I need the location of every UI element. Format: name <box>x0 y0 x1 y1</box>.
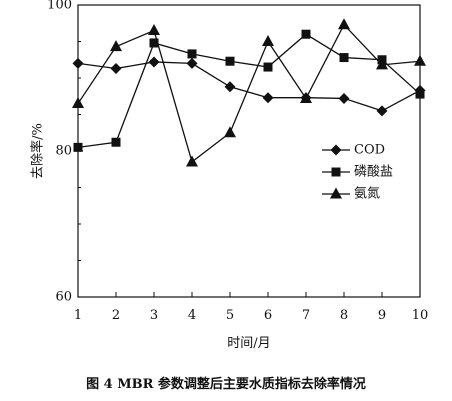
legend-label-cod: COD <box>354 143 385 158</box>
data-point-ammonia <box>186 155 198 167</box>
series-line-phosphate <box>77 33 421 148</box>
data-point-ammonia <box>224 126 236 138</box>
y-axis-title: 去除率/% <box>30 123 46 179</box>
data-point-ammonia <box>376 58 388 70</box>
data-point-cod <box>148 56 160 68</box>
x-tick-label: 8 <box>340 308 348 323</box>
figure-caption: 图 4 MBR 参数调整后主要水质指标去除率情况 <box>86 376 366 392</box>
x-tick-label: 5 <box>226 308 234 323</box>
data-point-phosphate <box>415 89 425 99</box>
data-point-ammonia <box>110 40 122 52</box>
legend-marker-phosphate <box>331 167 341 177</box>
x-tick-label: 9 <box>378 308 386 323</box>
data-point-cod <box>110 63 122 75</box>
legend-label-ammonia: 氨氮 <box>354 187 380 202</box>
x-tick-label: 1 <box>74 308 82 323</box>
series-markers <box>72 18 426 167</box>
data-point-ammonia <box>414 54 426 66</box>
legend-marker-ammonia <box>330 187 342 199</box>
x-tick-label: 4 <box>188 308 196 323</box>
series-line-ammonia <box>77 23 421 164</box>
data-point-cod <box>376 105 388 117</box>
data-point-phosphate <box>149 38 159 48</box>
data-point-phosphate <box>225 56 235 66</box>
data-point-ammonia <box>300 91 312 103</box>
data-point-ammonia <box>72 97 84 109</box>
data-point-cod <box>262 92 274 104</box>
y-tick-label: 100 <box>47 0 72 13</box>
data-point-cod <box>186 57 198 69</box>
data-point-ammonia <box>262 35 274 46</box>
y-tick-label: 80 <box>55 144 72 159</box>
tick-group: 1 2 3 4 5 6 7 8 9 10 60 80 100 <box>47 0 428 323</box>
x-tick-label: 2 <box>112 308 120 323</box>
x-axis-title: 时间/月 <box>227 336 270 351</box>
data-point-phosphate <box>301 29 311 39</box>
x-tick-label: 6 <box>264 308 272 323</box>
data-point-phosphate <box>263 62 273 72</box>
data-point-ammonia <box>148 24 160 36</box>
series-lines <box>77 23 421 164</box>
data-point-cod <box>72 57 84 69</box>
data-point-phosphate <box>111 137 121 147</box>
legend-label-phosphate: 磷酸盐 <box>354 165 393 180</box>
data-point-cod <box>338 92 350 104</box>
x-tick-label: 10 <box>412 308 429 323</box>
series-line-cod <box>77 61 421 112</box>
y-tick-label: 60 <box>55 290 72 305</box>
data-point-phosphate <box>187 49 197 59</box>
data-point-phosphate <box>73 142 83 152</box>
data-point-ammonia <box>338 18 350 30</box>
legend-marker-cod <box>330 144 342 156</box>
x-tick-label: 7 <box>302 308 310 323</box>
data-point-phosphate <box>339 53 349 63</box>
data-point-cod <box>224 81 236 93</box>
x-tick-label: 3 <box>150 308 158 323</box>
